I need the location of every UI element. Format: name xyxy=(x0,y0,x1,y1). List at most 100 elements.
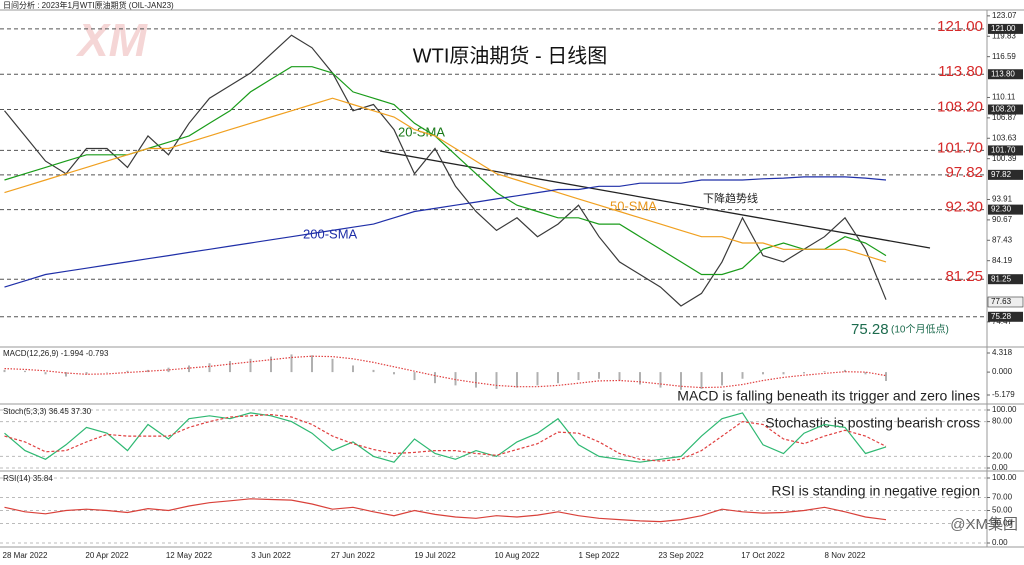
chart-title: WTI原油期货 - 日线图 xyxy=(413,44,607,67)
macd-bar xyxy=(721,372,723,386)
x-tick-label: 1 Sep 2022 xyxy=(579,551,620,560)
support-note: (10个月低点) xyxy=(891,322,949,335)
macd-bar xyxy=(393,372,395,375)
macd-bar xyxy=(618,372,621,381)
series-line xyxy=(4,97,887,263)
level-box xyxy=(988,274,1023,285)
trendline xyxy=(379,150,931,249)
macd-bar xyxy=(413,372,416,381)
macd-bar xyxy=(331,358,334,373)
panel-header: Stoch(5,3,3) 36.45 37.30 xyxy=(3,407,92,416)
series-line xyxy=(4,176,887,288)
y-tick-label: 100.39 xyxy=(992,154,1017,163)
level-label: 113.80 xyxy=(938,63,983,80)
macd-bar xyxy=(803,372,805,374)
y-tick-label: 110.11 xyxy=(992,93,1016,102)
macd-bar xyxy=(24,370,26,373)
macd-bar xyxy=(44,372,47,375)
level-box-label: 75.28 xyxy=(991,312,1012,321)
macd-bar xyxy=(167,367,170,373)
sma-label: 200-SMA xyxy=(303,226,358,241)
macd-bar xyxy=(639,372,641,385)
x-tick-label: 23 Sep 2022 xyxy=(658,551,704,560)
level-box-label: 101.70 xyxy=(991,146,1016,155)
macd-bar xyxy=(249,358,252,373)
level-label: 101.70 xyxy=(937,139,983,156)
panel-annotation: RSI is standing in negative region xyxy=(771,483,980,499)
x-tick-label: 20 Apr 2022 xyxy=(85,551,129,560)
panel-header: RSI(14) 35.84 xyxy=(3,474,53,483)
level-box xyxy=(988,145,1023,156)
series-line xyxy=(4,498,887,523)
macd-bar xyxy=(352,365,354,373)
x-tick-label: 19 Jul 2022 xyxy=(414,551,456,560)
y-tick-label: 70.00 xyxy=(992,493,1013,502)
level-box-label: 81.25 xyxy=(991,274,1012,283)
macd-bar xyxy=(516,372,518,388)
macd-bar xyxy=(290,354,293,373)
level-box xyxy=(988,23,1023,34)
y-tick-label: 116.59 xyxy=(992,52,1016,61)
level-box xyxy=(988,69,1023,80)
trendline-label: 下降趋势线 xyxy=(703,191,758,205)
macd-bar xyxy=(782,372,785,375)
macd-bar xyxy=(885,372,887,381)
macd-bar xyxy=(823,371,826,373)
macd-bar xyxy=(229,361,231,373)
panel-annotation: Stochastic is posting bearish cross xyxy=(765,415,980,431)
y-tick-label: 100.00 xyxy=(992,473,1017,482)
macd-bar xyxy=(372,369,375,373)
macd-bar xyxy=(3,369,6,373)
macd-bar xyxy=(598,372,600,379)
header: 日间分析 : 2023年1月WTI原油期货 (OIL-JAN23) xyxy=(3,0,174,10)
x-tick-label: 8 Nov 2022 xyxy=(825,551,866,560)
series-line xyxy=(4,355,887,389)
macd-bar xyxy=(844,369,846,373)
level-box-label: 113.80 xyxy=(991,69,1015,78)
macd-bar xyxy=(536,372,539,386)
watermark: XM xyxy=(75,14,149,66)
macd-bar xyxy=(864,372,867,375)
y-tick-label: 0.00 xyxy=(992,463,1008,472)
price-box xyxy=(987,296,1024,308)
x-tick-label: 3 Jun 2022 xyxy=(251,551,291,560)
x-tick-label: 27 Jun 2022 xyxy=(331,551,376,560)
panel-header: MACD(12,26,9) -1.994 -0.793 xyxy=(3,349,109,358)
macd-bar xyxy=(680,372,682,390)
macd-bar xyxy=(270,356,272,373)
level-box-label: 121.00 xyxy=(991,24,1016,33)
x-tick-label: 28 Mar 2022 xyxy=(3,551,48,560)
y-tick-label: 93.91 xyxy=(992,195,1013,204)
level-box xyxy=(988,169,1023,180)
y-tick-label: 0.00 xyxy=(992,538,1008,547)
macd-bar xyxy=(577,372,580,381)
support-label: 75.28 xyxy=(851,321,889,338)
y-tick-label: 103.63 xyxy=(992,133,1017,142)
macd-bar xyxy=(475,372,477,388)
y-tick-label: 0.000 xyxy=(992,367,1013,376)
macd-bar xyxy=(434,372,436,384)
series-line xyxy=(4,412,887,463)
y-tick-label: -5.179 xyxy=(992,390,1015,399)
level-label: 121.00 xyxy=(937,18,983,35)
level-label: 92.30 xyxy=(945,199,983,216)
x-tick-label: 12 May 2022 xyxy=(166,551,213,560)
series-line xyxy=(4,413,887,462)
panel-annotation: MACD is falling beneath its trigger and … xyxy=(677,388,980,404)
level-label: 81.25 xyxy=(945,268,983,285)
level-label: 108.20 xyxy=(937,98,983,115)
macd-bar xyxy=(147,369,149,373)
macd-bar xyxy=(311,355,313,373)
x-tick-label: 17 Oct 2022 xyxy=(741,551,785,560)
y-tick-label: 30.00 xyxy=(992,519,1013,528)
macd-bar xyxy=(495,372,498,389)
price-box-label: 77.63 xyxy=(991,297,1012,306)
y-tick-label: 106.87 xyxy=(992,113,1017,122)
series-line xyxy=(4,34,887,307)
level-box xyxy=(988,204,1023,215)
level-box xyxy=(988,104,1023,115)
macd-bar xyxy=(700,372,703,389)
series-line xyxy=(4,66,887,276)
